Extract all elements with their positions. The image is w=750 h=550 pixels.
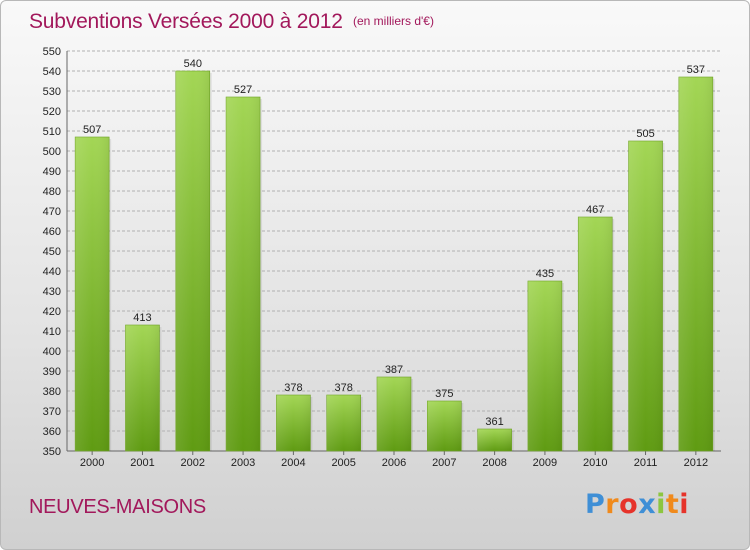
x-tick-label: 2000 xyxy=(80,457,104,469)
commune-name: NEUVES-MAISONS xyxy=(29,496,206,518)
bar-highlight xyxy=(427,401,462,451)
x-tick-label: 2002 xyxy=(181,457,205,469)
x-tick-label: 2008 xyxy=(482,457,506,469)
bar-highlight xyxy=(628,141,663,451)
y-tick-label: 420 xyxy=(43,306,61,318)
y-tick-label: 450 xyxy=(43,246,61,258)
y-tick-label: 430 xyxy=(43,286,61,298)
bar-highlight xyxy=(75,137,110,451)
x-tick-label: 2004 xyxy=(281,457,305,469)
y-tick-label: 380 xyxy=(43,386,61,398)
logo-letter: i xyxy=(656,489,666,520)
bar-highlight xyxy=(678,77,713,451)
bar-highlight xyxy=(175,71,210,451)
bar-highlight xyxy=(477,429,512,451)
x-tick-label: 2007 xyxy=(432,457,456,469)
logo-letter: P xyxy=(585,489,606,520)
value-label: 527 xyxy=(234,84,252,96)
bar-highlight xyxy=(226,97,261,451)
x-tick-label: 2012 xyxy=(684,457,708,469)
logo-letter: x xyxy=(638,489,657,520)
y-tick-label: 360 xyxy=(43,426,61,438)
y-tick-label: 480 xyxy=(43,186,61,198)
bar-highlight xyxy=(578,217,613,451)
value-label: 378 xyxy=(284,382,302,394)
x-tick-label: 2011 xyxy=(634,457,658,469)
bars xyxy=(74,70,715,452)
proxiti-logo[interactable]: Proxiti xyxy=(585,489,689,520)
logo-letter: o xyxy=(619,489,639,520)
x-tick-label: 2009 xyxy=(533,457,557,469)
labels: 350 360 370 380 390 400 410 420 430 440 450 460 470 4… xyxy=(43,46,708,469)
value-label: 435 xyxy=(536,268,554,280)
x-tick-label: 2003 xyxy=(231,457,255,469)
bar-highlight xyxy=(326,395,361,451)
logo-letter: t xyxy=(665,489,680,520)
value-label: 387 xyxy=(385,364,403,376)
value-label: 413 xyxy=(133,312,151,324)
y-tick-label: 470 xyxy=(43,206,61,218)
x-tick-label: 2010 xyxy=(583,457,607,469)
value-label: 540 xyxy=(184,58,202,70)
x-tick-label: 2005 xyxy=(331,457,355,469)
y-tick-label: 410 xyxy=(43,326,61,338)
value-label: 507 xyxy=(83,124,101,136)
y-tick-label: 510 xyxy=(43,126,61,138)
logo-letter: i xyxy=(679,489,690,520)
y-tick-label: 500 xyxy=(43,146,61,158)
bar-highlight xyxy=(125,325,160,451)
y-tick-label: 400 xyxy=(43,346,61,358)
y-tick-label: 490 xyxy=(43,166,61,178)
chart-title: Subventions Versées 2000 à 2012 xyxy=(29,10,343,33)
unit-note: (en milliers d'€) xyxy=(353,14,434,28)
value-label: 378 xyxy=(335,382,353,394)
y-tick-label: 350 xyxy=(43,446,61,458)
value-label: 467 xyxy=(586,204,604,216)
y-tick-label: 370 xyxy=(43,406,61,418)
x-tick-label: 2006 xyxy=(382,457,406,469)
y-tick-label: 440 xyxy=(43,266,61,278)
value-label: 537 xyxy=(687,64,705,76)
value-label: 361 xyxy=(485,416,503,428)
value-label: 375 xyxy=(435,388,453,400)
x-tick-label: 2001 xyxy=(130,457,154,469)
bar-highlight xyxy=(527,281,562,451)
logo-letter: r xyxy=(605,489,620,520)
y-tick-label: 530 xyxy=(43,86,61,98)
y-tick-label: 460 xyxy=(43,226,61,238)
y-tick-label: 520 xyxy=(43,106,61,118)
bar-highlight xyxy=(276,395,311,451)
y-tick-label: 390 xyxy=(43,366,61,378)
value-label: 505 xyxy=(636,128,654,140)
y-tick-label: 540 xyxy=(43,66,61,78)
bar-highlight xyxy=(377,377,411,451)
y-tick-label: 550 xyxy=(43,46,61,58)
